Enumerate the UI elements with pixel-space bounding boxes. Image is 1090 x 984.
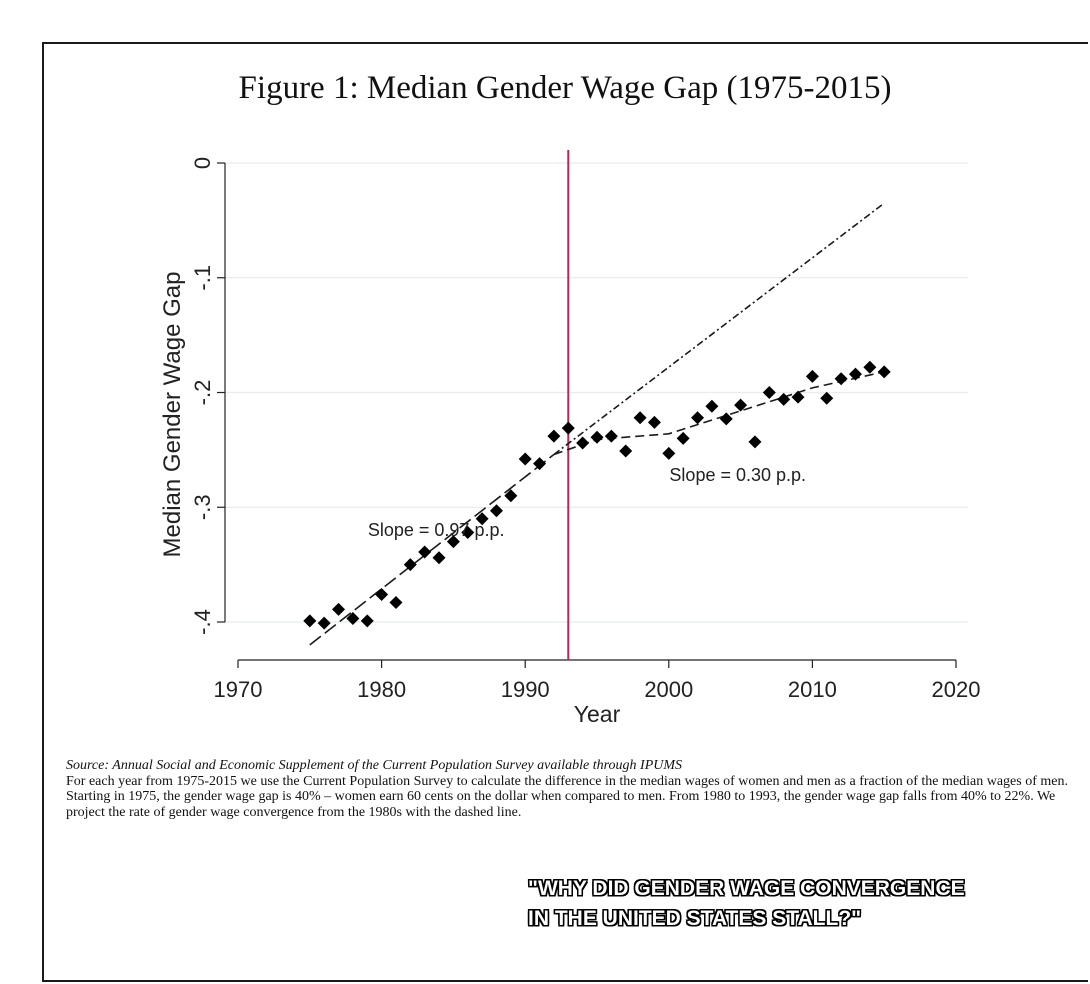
data-point bbox=[691, 411, 705, 425]
figure-caption: Source: Annual Social and Economic Suppl… bbox=[66, 758, 1070, 820]
data-point bbox=[461, 525, 475, 539]
gridlines bbox=[225, 162, 968, 623]
x-axis-label: Year bbox=[574, 701, 621, 727]
chart-labels: 0 -.1 -.2 -.3 -.4 Median Gender Wage Gap 1970 1… bbox=[159, 157, 980, 727]
question-line-2: IN THE UNITED STATES STALL?" bbox=[528, 907, 862, 930]
data-points bbox=[303, 360, 891, 630]
y-tick-label: -.1 bbox=[190, 265, 215, 291]
fit-line-projection-1980s-trend bbox=[553, 202, 885, 456]
data-point bbox=[848, 367, 862, 381]
data-point bbox=[604, 429, 618, 443]
data-point bbox=[504, 489, 518, 503]
data-point bbox=[719, 412, 733, 426]
data-point bbox=[748, 435, 762, 449]
fit-line-fit-1975-1992 bbox=[309, 453, 555, 646]
wage-gap-chart: 0 -.1 -.2 -.3 -.4 Median Gender Wage Gap 1970 1… bbox=[159, 150, 980, 727]
data-point bbox=[834, 372, 848, 386]
x-tick-label: 1970 bbox=[214, 677, 263, 702]
fit-lines bbox=[309, 150, 885, 660]
data-point bbox=[805, 369, 819, 383]
data-point bbox=[777, 392, 791, 406]
caption-description: For each year from 1975-2015 we use the … bbox=[66, 773, 1068, 820]
figure-title: Figure 1: Median Gender Wage Gap (1975-2… bbox=[238, 70, 892, 106]
data-point bbox=[676, 431, 690, 445]
data-point bbox=[647, 415, 661, 429]
data-point bbox=[705, 399, 719, 413]
data-point bbox=[547, 429, 561, 443]
data-point bbox=[633, 411, 647, 425]
data-point bbox=[576, 436, 590, 450]
data-point bbox=[346, 612, 360, 626]
data-point bbox=[518, 452, 532, 466]
fit-line-fit-1993-2015 bbox=[553, 371, 885, 456]
y-tick-label: -.2 bbox=[190, 380, 215, 406]
figure-frame bbox=[42, 42, 1088, 982]
headline-question: "WHY DID GENDER WAGE CONVERGENCE IN THE … bbox=[528, 874, 965, 934]
data-point bbox=[734, 398, 748, 412]
y-tick-label: -.4 bbox=[190, 609, 215, 635]
y-axis-label: Median Gender Wage Gap bbox=[159, 272, 186, 558]
data-point bbox=[418, 545, 432, 559]
data-point bbox=[561, 421, 575, 435]
data-point bbox=[820, 391, 834, 405]
data-point bbox=[619, 444, 633, 458]
slope-annotation: Slope = 0.97 p.p. bbox=[368, 520, 505, 540]
y-tick-label: 0 bbox=[190, 157, 215, 169]
data-point bbox=[475, 512, 489, 526]
data-point bbox=[762, 386, 776, 399]
data-point bbox=[375, 587, 389, 601]
data-point bbox=[863, 360, 877, 374]
data-point bbox=[317, 616, 331, 630]
data-point bbox=[489, 504, 503, 518]
caption-source: Source: Annual Social and Economic Suppl… bbox=[66, 758, 683, 773]
data-point bbox=[533, 457, 547, 471]
x-tick-label: 1990 bbox=[501, 677, 550, 702]
y-tick-label: -.3 bbox=[190, 494, 215, 520]
slope-annotation: Slope = 0.30 p.p. bbox=[669, 465, 806, 485]
data-point bbox=[432, 551, 446, 565]
data-point bbox=[303, 614, 317, 628]
data-point bbox=[662, 446, 676, 460]
x-tick-label: 2020 bbox=[932, 677, 981, 702]
x-tick-label: 2000 bbox=[644, 677, 693, 702]
axes bbox=[217, 162, 957, 668]
x-tick-label: 2010 bbox=[788, 677, 837, 702]
data-point bbox=[791, 390, 805, 404]
data-point bbox=[877, 365, 891, 379]
x-tick-label: 1980 bbox=[357, 677, 406, 702]
data-point bbox=[389, 595, 403, 609]
question-line-1: "WHY DID GENDER WAGE CONVERGENCE bbox=[528, 877, 965, 900]
data-point bbox=[446, 535, 460, 549]
data-point bbox=[360, 614, 374, 628]
data-point bbox=[590, 430, 604, 444]
data-point bbox=[332, 602, 346, 616]
data-point bbox=[403, 558, 417, 572]
